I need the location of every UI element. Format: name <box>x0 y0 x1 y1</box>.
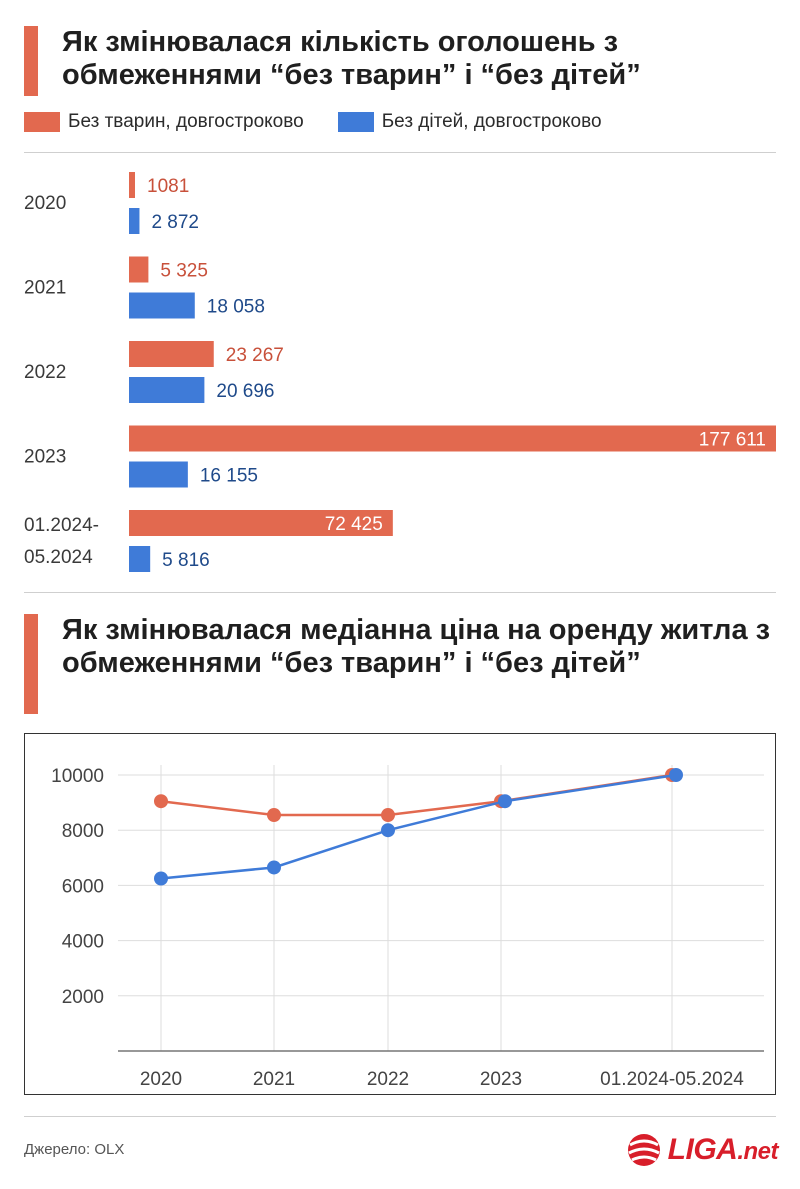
bar-no-kids-0 <box>129 208 140 234</box>
bar-no-pets-4 <box>129 510 393 536</box>
legend-item-no-pets: Без тварин, довгостроково <box>24 111 304 133</box>
x-tick-label-1: 2021 <box>253 1069 295 1090</box>
series-point-no-pets-1 <box>267 808 281 823</box>
legend-swatch-no-kids <box>337 112 374 132</box>
category-label-4-1: 05.2024 <box>24 547 93 568</box>
bar-value-label-no-pets-2: 23 267 <box>226 345 284 366</box>
series-point-no-kids-2 <box>381 823 395 838</box>
chart1-title-block: Як змінювалася кількість оголошень з обм… <box>24 26 776 96</box>
category-label-0: 2020 <box>24 193 66 214</box>
liga-logo-icon <box>627 1134 660 1166</box>
bar-value-label-no-kids-4: 5 816 <box>162 550 210 571</box>
chart1-title-accent <box>24 26 38 96</box>
chart2-title-block: Як змінювалася медіанна ціна на оренду ж… <box>24 614 776 714</box>
bar-no-kids-3 <box>129 461 188 488</box>
bar-value-label-no-kids-1: 18 058 <box>207 297 265 318</box>
series-point-no-kids-3 <box>498 794 512 809</box>
bar-no-kids-2 <box>129 377 205 403</box>
bar-no-pets-2 <box>129 341 214 367</box>
divider-bottom <box>24 1116 776 1117</box>
legend-swatch-no-pets <box>24 112 60 132</box>
series-point-no-kids-4 <box>669 768 683 782</box>
bar-no-pets-0 <box>129 172 135 198</box>
series-line-no-kids <box>160 773 677 880</box>
liga-logo-suffix: .net <box>737 1138 778 1165</box>
series-point-no-kids-0 <box>154 871 168 886</box>
category-label-2: 2022 <box>24 362 66 383</box>
chart2-title: Як змінювалася медіанна ціна на оренду ж… <box>62 614 771 679</box>
category-label-3: 2023 <box>24 447 66 468</box>
series-point-no-pets-0 <box>154 794 168 809</box>
legend-label-no-kids: Без дітей, довгостроково <box>381 111 602 132</box>
source-note: Джерело: OLX <box>24 1141 125 1158</box>
x-tick-label-4: 01.2024-05.2024 <box>600 1069 744 1090</box>
series-line-no-pets <box>160 773 673 817</box>
series-point-no-kids-1 <box>267 860 281 875</box>
line-chart-frame <box>24 733 776 1095</box>
divider-top <box>24 152 776 153</box>
bar-value-label-no-kids-2: 20 696 <box>216 381 274 402</box>
bar-no-kids-4 <box>129 546 151 572</box>
bar-value-label-no-pets-4: 72 425 <box>325 514 383 535</box>
bar-chart: 2020 1081 2 872 2021 5 325 18 058 2022 23 267 20… <box>24 172 776 572</box>
bar-value-label-no-pets-1: 5 325 <box>160 261 208 282</box>
category-label-1: 2021 <box>24 278 66 299</box>
bar-no-kids-1 <box>129 292 195 319</box>
bar-value-label-no-kids-3: 16 155 <box>200 466 258 487</box>
x-tick-label-2: 2022 <box>367 1069 409 1090</box>
y-tick-label-0: 2000 <box>62 987 104 1008</box>
chart2-title-accent <box>24 614 38 714</box>
y-tick-label-2: 6000 <box>62 876 104 897</box>
category-label-4-0: 01.2024- <box>24 515 99 536</box>
x-tick-label-0: 2020 <box>140 1069 182 1090</box>
chart1-legend: Без тварин, довгостроково Без дітей, дов… <box>24 110 636 134</box>
line-chart: 2000 4000 6000 8000 10000 2020 2021 2022 2023 01.… <box>24 733 776 1095</box>
liga-logo[interactable]: LIGA.net <box>626 1132 778 1168</box>
divider-middle <box>24 592 776 593</box>
legend-label-no-pets: Без тварин, довгостроково <box>68 111 304 132</box>
bar-value-label-no-pets-3: 177 611 <box>699 430 766 451</box>
bar-no-pets-3 <box>129 425 776 452</box>
x-tick-label-3: 2023 <box>480 1069 522 1090</box>
y-tick-label-4: 10000 <box>51 766 104 787</box>
chart1-title: Як змінювалася кількість оголошень з обм… <box>62 26 641 91</box>
liga-logo-text: LIGA.net <box>667 1133 779 1167</box>
series-point-no-pets-2 <box>381 808 395 823</box>
y-tick-label-3: 8000 <box>62 821 104 842</box>
bar-no-pets-1 <box>129 256 149 283</box>
bar-value-label-no-pets-0: 1081 <box>147 176 189 197</box>
y-tick-label-1: 4000 <box>62 932 104 953</box>
bar-value-label-no-kids-0: 2 872 <box>151 212 199 233</box>
liga-logo-main: LIGA <box>667 1133 738 1166</box>
legend-item-no-kids: Без дітей, довгостроково <box>337 111 602 133</box>
